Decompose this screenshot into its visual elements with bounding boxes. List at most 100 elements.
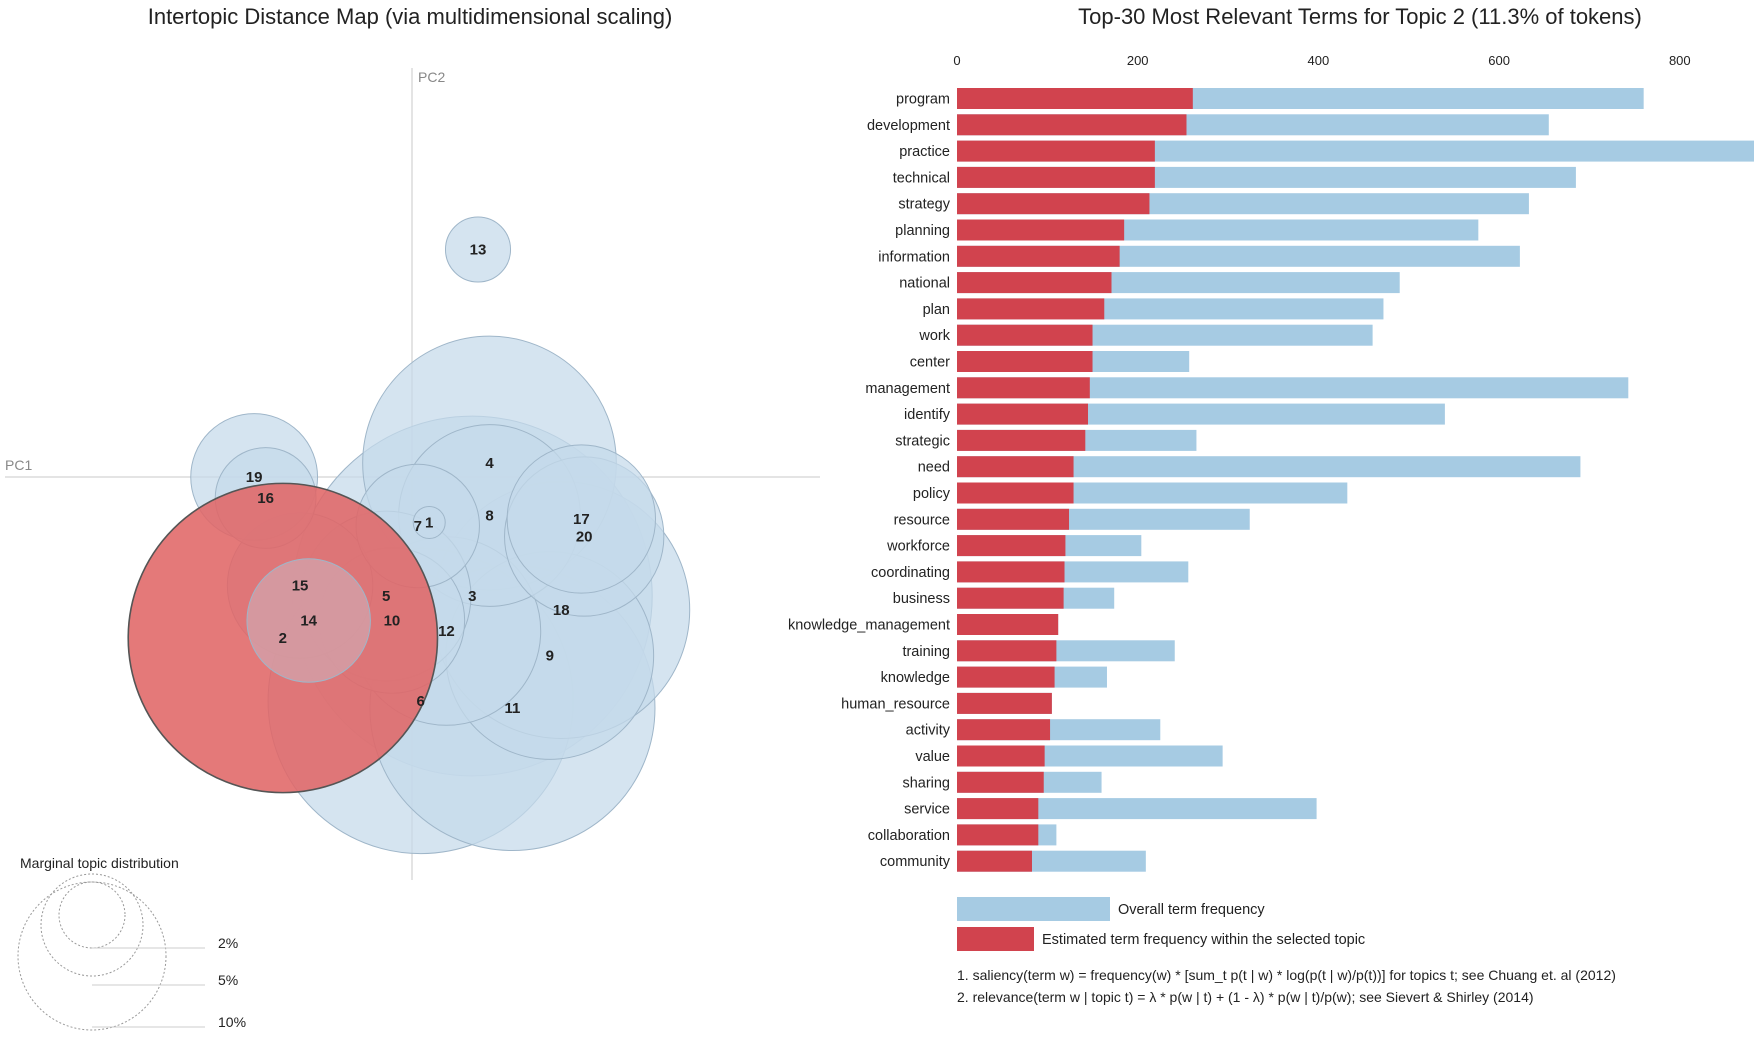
term-label-service[interactable]: service <box>904 802 950 818</box>
relevance-note: 2. relevance(term w | topic t) = λ * p(w… <box>957 989 1534 1005</box>
overall-bar-management <box>957 377 1629 399</box>
topic-bar-identify <box>957 403 1089 425</box>
topic-bubble-1[interactable] <box>412 506 446 539</box>
topic-bubble-13[interactable] <box>444 216 512 283</box>
overall-bar-need <box>957 456 1581 478</box>
x-tick-label: 800 <box>1669 53 1691 68</box>
legend-overall-swatch <box>957 897 1110 921</box>
topic-bar-value <box>957 745 1045 767</box>
topic-label-17: 17 <box>573 511 590 528</box>
term-label-strategic[interactable]: strategic <box>895 433 950 449</box>
topic-label-9: 9 <box>546 648 554 665</box>
term-label-workforce[interactable]: workforce <box>886 539 950 555</box>
marginal-label-10pct: 10% <box>218 1014 246 1030</box>
x-tick-label: 0 <box>953 53 960 68</box>
bar-x-axis: 0 200 400 600 800 <box>953 53 1690 68</box>
topic-bar-human_resource <box>957 692 1052 714</box>
topic-bar-community <box>957 850 1032 872</box>
marginal-circle-2pct <box>58 881 126 949</box>
topic-bubble-2-selected[interactable] <box>127 482 439 794</box>
term-label-program[interactable]: program <box>896 92 950 108</box>
term-label-knowledge_management[interactable]: knowledge_management <box>788 618 950 634</box>
term-label-coordinating[interactable]: coordinating <box>871 565 950 581</box>
topic-label-12: 12 <box>438 623 455 640</box>
marginal-label-2pct: 2% <box>218 935 238 951</box>
topic-bar-coordinating <box>957 561 1065 583</box>
marginal-circle-5pct <box>40 873 144 977</box>
term-label-collaboration[interactable]: collaboration <box>868 828 950 844</box>
topic-bar-knowledge_management <box>957 614 1059 635</box>
overall-bar-service <box>957 798 1317 820</box>
intertopic-map-title: Intertopic Distance Map (via multidimens… <box>148 4 673 29</box>
marginal-title: Marginal topic distribution <box>20 855 179 871</box>
saliency-note: 1. saliency(term w) = frequency(w) * [su… <box>957 967 1616 983</box>
term-label-sharing[interactable]: sharing <box>902 775 950 791</box>
term-label-need[interactable]: need <box>918 460 950 476</box>
term-bar-chart: 0 200 400 600 800 program development practice… <box>788 53 1754 872</box>
pc1-axis-label: PC1 <box>5 457 32 473</box>
topic-bar-practice <box>957 140 1155 162</box>
topic-bar-need <box>957 456 1074 478</box>
topic-label-3: 3 <box>468 588 476 605</box>
term-label-information[interactable]: information <box>878 249 950 265</box>
marginal-label-5pct: 5% <box>218 972 238 988</box>
topic-bar-activity <box>957 719 1051 741</box>
term-label-knowledge[interactable]: knowledge <box>881 670 950 686</box>
legend-topic-swatch <box>957 927 1034 951</box>
topic-bar-national <box>957 272 1112 294</box>
topic-bar-training <box>957 640 1057 662</box>
topic-bubble-14-overlay <box>246 558 371 683</box>
legend-topic-label: Estimated term frequency within the sele… <box>1042 932 1365 948</box>
topic-label-5: 5 <box>382 588 390 605</box>
topic-bar-planning <box>957 219 1125 241</box>
term-label-work[interactable]: work <box>918 328 950 344</box>
topic-bar-business <box>957 587 1064 609</box>
term-bar-title: Top-30 Most Relevant Terms for Topic 2 (… <box>1078 4 1642 29</box>
term-label-plan[interactable]: plan <box>923 302 950 318</box>
marginal-circle-10pct <box>17 881 167 1031</box>
term-label-activity[interactable]: activity <box>906 723 951 739</box>
x-tick-label: 600 <box>1488 53 1510 68</box>
overall-bar-practice <box>957 140 1754 162</box>
term-label-strategy[interactable]: strategy <box>898 197 950 213</box>
term-label-business[interactable]: business <box>893 591 950 607</box>
term-label-human_resource[interactable]: human_resource <box>841 696 950 712</box>
topic-bar-work <box>957 324 1093 346</box>
term-label-planning[interactable]: planning <box>895 223 950 239</box>
topic-bar-workforce <box>957 535 1066 557</box>
topic-bar-collaboration <box>957 824 1039 846</box>
term-label-national[interactable]: national <box>899 276 950 292</box>
topic-bar-strategic <box>957 429 1086 451</box>
term-label-technical[interactable]: technical <box>893 170 950 186</box>
marginal-topic-distribution: Marginal topic distribution 2% 5% 10% <box>17 855 246 1031</box>
term-label-resource[interactable]: resource <box>894 512 950 528</box>
topic-label-1: 1 <box>425 515 433 532</box>
bar-legend: Overall term frequency Estimated term fr… <box>957 897 1365 951</box>
topic-label-13: 13 <box>470 242 487 259</box>
term-label-identify[interactable]: identify <box>904 407 951 423</box>
term-label-center[interactable]: center <box>910 355 950 371</box>
topic-bar-resource <box>957 508 1070 530</box>
term-label-development[interactable]: development <box>867 118 950 134</box>
term-label-community[interactable]: community <box>880 854 951 870</box>
topic-bar-sharing <box>957 771 1044 793</box>
pc2-axis-label: PC2 <box>418 69 445 85</box>
term-label-training[interactable]: training <box>902 644 950 660</box>
term-label-value[interactable]: value <box>915 749 950 765</box>
term-bars: program development practice technical strat… <box>788 88 1754 872</box>
topic-bar-center <box>957 351 1093 372</box>
topic-bubble-17[interactable] <box>506 444 657 594</box>
topic-label-4: 4 <box>485 455 494 472</box>
topic-bar-program <box>957 88 1193 109</box>
topic-label-15: 15 <box>292 578 309 595</box>
term-label-management[interactable]: management <box>865 381 950 397</box>
term-label-policy[interactable]: policy <box>913 486 951 502</box>
topic-bar-technical <box>957 166 1155 188</box>
topic-label-2: 2 <box>279 630 287 647</box>
term-label-practice[interactable]: practice <box>899 144 950 160</box>
topic-label-6: 6 <box>416 693 424 710</box>
topic-label-18: 18 <box>553 602 570 619</box>
topic-bar-knowledge <box>957 666 1055 688</box>
